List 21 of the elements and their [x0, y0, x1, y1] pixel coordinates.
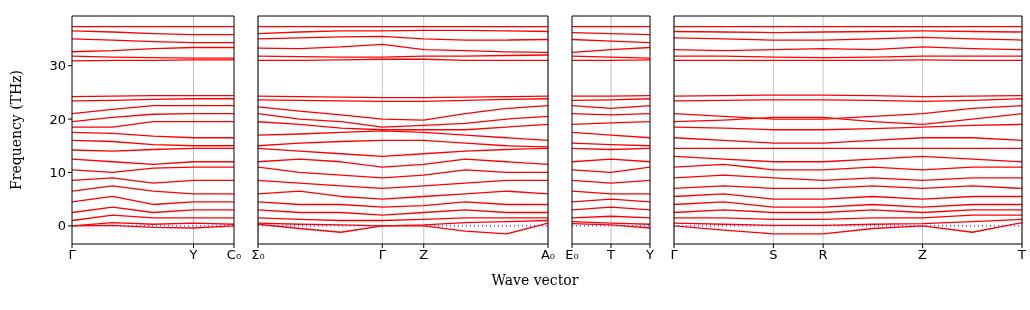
y-tick-label: 10 — [49, 165, 66, 181]
y-axis-title: Frequency (THz) — [7, 69, 24, 191]
x-tick-label: Γ — [670, 247, 679, 263]
x-tick-label: R — [818, 247, 828, 263]
x-tick-label: Y — [645, 247, 655, 263]
x-tick-label: E₀ — [565, 247, 579, 263]
y-tick-label: 0 — [57, 218, 66, 234]
x-tick-label: Γ — [378, 247, 387, 263]
x-tick-label: S — [769, 247, 778, 263]
x-axis-title: Wave vector — [490, 272, 580, 288]
x-tick-label: Γ — [68, 247, 77, 263]
x-tick-label: T — [1017, 247, 1027, 263]
y-tick-label: 30 — [49, 58, 66, 74]
x-tick-label: A₀ — [540, 247, 556, 263]
x-tick-label: T — [606, 247, 616, 263]
y-tick-label: 20 — [49, 111, 66, 127]
x-tick-label: Σ₀ — [251, 247, 265, 263]
x-tick-label: Z — [918, 247, 928, 263]
x-tick-label: Z — [419, 247, 429, 263]
x-tick-label: C₀ — [226, 247, 242, 263]
x-tick-label: Y — [188, 247, 198, 263]
